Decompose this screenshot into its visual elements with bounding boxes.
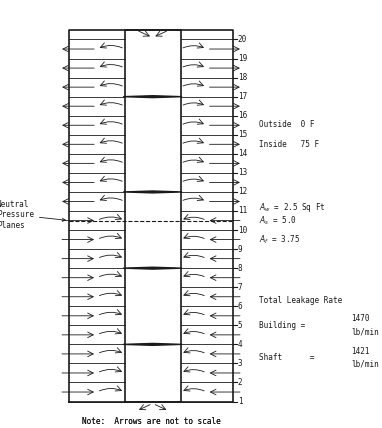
Text: Outside  0 F: Outside 0 F <box>259 120 315 129</box>
Text: 13: 13 <box>238 168 247 177</box>
Text: 7: 7 <box>238 283 243 292</box>
Text: 15: 15 <box>238 130 247 139</box>
Text: 3: 3 <box>238 359 243 368</box>
Text: 12: 12 <box>238 187 247 196</box>
Text: 2: 2 <box>238 378 243 387</box>
Text: Neutral
Pressure
Planes: Neutral Pressure Planes <box>0 200 65 230</box>
Text: Note:  Arrows are not to scale: Note: Arrows are not to scale <box>82 417 220 426</box>
Text: 1470: 1470 <box>351 315 369 324</box>
Text: Shaft      =: Shaft = <box>259 353 319 362</box>
Text: 10: 10 <box>238 226 247 235</box>
Text: 6: 6 <box>238 302 243 311</box>
Text: 19: 19 <box>238 54 247 63</box>
Text: 11: 11 <box>238 206 247 215</box>
Text: Inside   75 F: Inside 75 F <box>259 140 319 149</box>
Text: Note:  Arrows are not to scale: Note: Arrows are not to scale <box>82 417 220 426</box>
Text: 4: 4 <box>238 340 243 349</box>
Text: 9: 9 <box>238 245 243 254</box>
Text: 8: 8 <box>238 264 243 273</box>
Text: 16: 16 <box>238 111 247 120</box>
Text: 5: 5 <box>238 321 243 330</box>
Text: Total Leakage Rate: Total Leakage Rate <box>259 296 342 305</box>
Polygon shape <box>123 191 182 193</box>
Text: $A_s$ = 5.0: $A_s$ = 5.0 <box>259 214 297 227</box>
Text: Building =: Building = <box>259 321 310 330</box>
Text: 1421: 1421 <box>351 347 369 356</box>
Text: 20: 20 <box>238 35 247 44</box>
Text: $A_w$ = 2.5 Sq Ft: $A_w$ = 2.5 Sq Ft <box>259 201 326 214</box>
Text: 17: 17 <box>238 92 247 101</box>
Text: lb/min: lb/min <box>351 360 379 369</box>
Text: 14: 14 <box>238 149 247 158</box>
Polygon shape <box>123 343 182 345</box>
Polygon shape <box>123 267 182 269</box>
Polygon shape <box>123 96 182 98</box>
Text: 1: 1 <box>238 397 243 406</box>
Text: $A_f$ = 3.75: $A_f$ = 3.75 <box>259 233 301 246</box>
Text: lb/min: lb/min <box>351 327 379 336</box>
Text: 18: 18 <box>238 73 247 82</box>
